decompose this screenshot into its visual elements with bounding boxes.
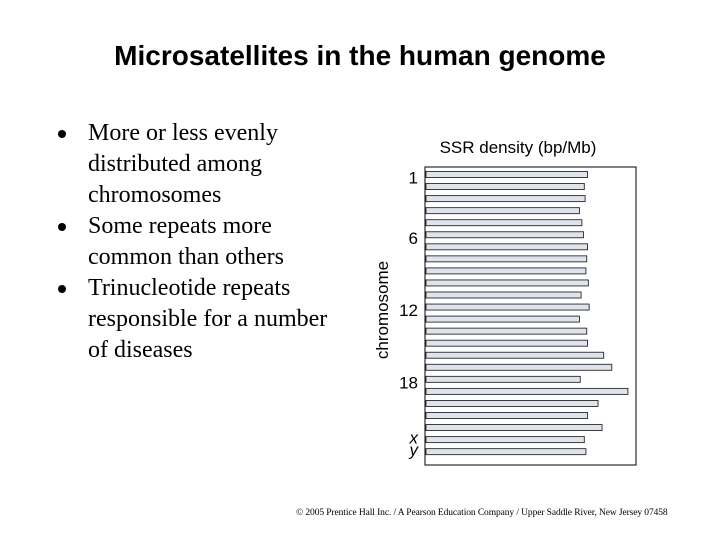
bar-chromosome-2 bbox=[425, 183, 585, 191]
tick-label-1: 1 bbox=[409, 169, 418, 188]
bar-chromosome-12 bbox=[425, 303, 590, 311]
bar-chromosome-11 bbox=[425, 291, 582, 299]
chart-frame bbox=[424, 166, 637, 466]
bar-chromosome-8 bbox=[425, 255, 588, 263]
bars-group bbox=[425, 171, 629, 456]
bullet-dot-icon bbox=[58, 130, 66, 138]
bar-chromosome-17 bbox=[425, 363, 613, 371]
bar-chromosome-7 bbox=[425, 243, 588, 251]
bar-chromosome-21 bbox=[425, 412, 588, 419]
bar-chromosome-19 bbox=[425, 387, 629, 395]
bar-chromosome-18 bbox=[425, 375, 581, 383]
bar-chromosome-x bbox=[425, 436, 585, 444]
bar-chromosome-10 bbox=[425, 279, 589, 287]
bar-chromosome-20 bbox=[425, 400, 599, 407]
chart-y-axis-label: chromosome bbox=[373, 261, 392, 359]
bullet-text: More or less evenly distributed among ch… bbox=[88, 120, 278, 208]
bar-chromosome-5 bbox=[425, 219, 583, 227]
bullet-text: Trinucleotide repeats responsible for a … bbox=[88, 275, 328, 363]
bar-chromosome-22 bbox=[425, 424, 603, 431]
bar-chromosome-9 bbox=[425, 267, 587, 275]
bar-chromosome-y bbox=[425, 448, 587, 456]
bullet-dot-icon bbox=[58, 285, 66, 293]
tick-label-x: x bbox=[409, 429, 419, 448]
bullet-dot-icon bbox=[58, 223, 66, 231]
bullet-list: More or less evenly distributed among ch… bbox=[52, 118, 352, 366]
bar-chromosome-4 bbox=[425, 207, 580, 215]
copyright-notice: © 2005 Prentice Hall Inc. / A Pearson Ed… bbox=[296, 508, 668, 518]
bullet-item: Some repeats more common than others bbox=[52, 211, 352, 273]
tick-labels-group: 1 6 12 18 xy bbox=[399, 169, 419, 460]
bar-chromosome-14 bbox=[425, 327, 588, 335]
bar-chromosome-13 bbox=[425, 315, 580, 323]
tick-label-12: 12 bbox=[399, 301, 418, 320]
tick-label-18: 18 bbox=[399, 373, 418, 392]
bar-chromosome-15 bbox=[425, 339, 588, 347]
chart-title: SSR density (bp/Mb) bbox=[440, 138, 597, 157]
bar-chromosome-1 bbox=[425, 171, 588, 178]
tick-label-y: y bbox=[409, 441, 420, 460]
bar-chromosome-6 bbox=[425, 231, 584, 239]
bullet-item: More or less evenly distributed among ch… bbox=[52, 118, 352, 211]
tick-label-6: 6 bbox=[409, 229, 418, 248]
slide-title: Microsatellites in the human genome bbox=[114, 40, 606, 71]
bar-chromosome-16 bbox=[425, 351, 605, 359]
bullet-item: Trinucleotide repeats responsible for a … bbox=[52, 273, 352, 366]
bar-chromosome-3 bbox=[425, 195, 586, 203]
bullet-text: Some repeats more common than others bbox=[88, 213, 284, 270]
